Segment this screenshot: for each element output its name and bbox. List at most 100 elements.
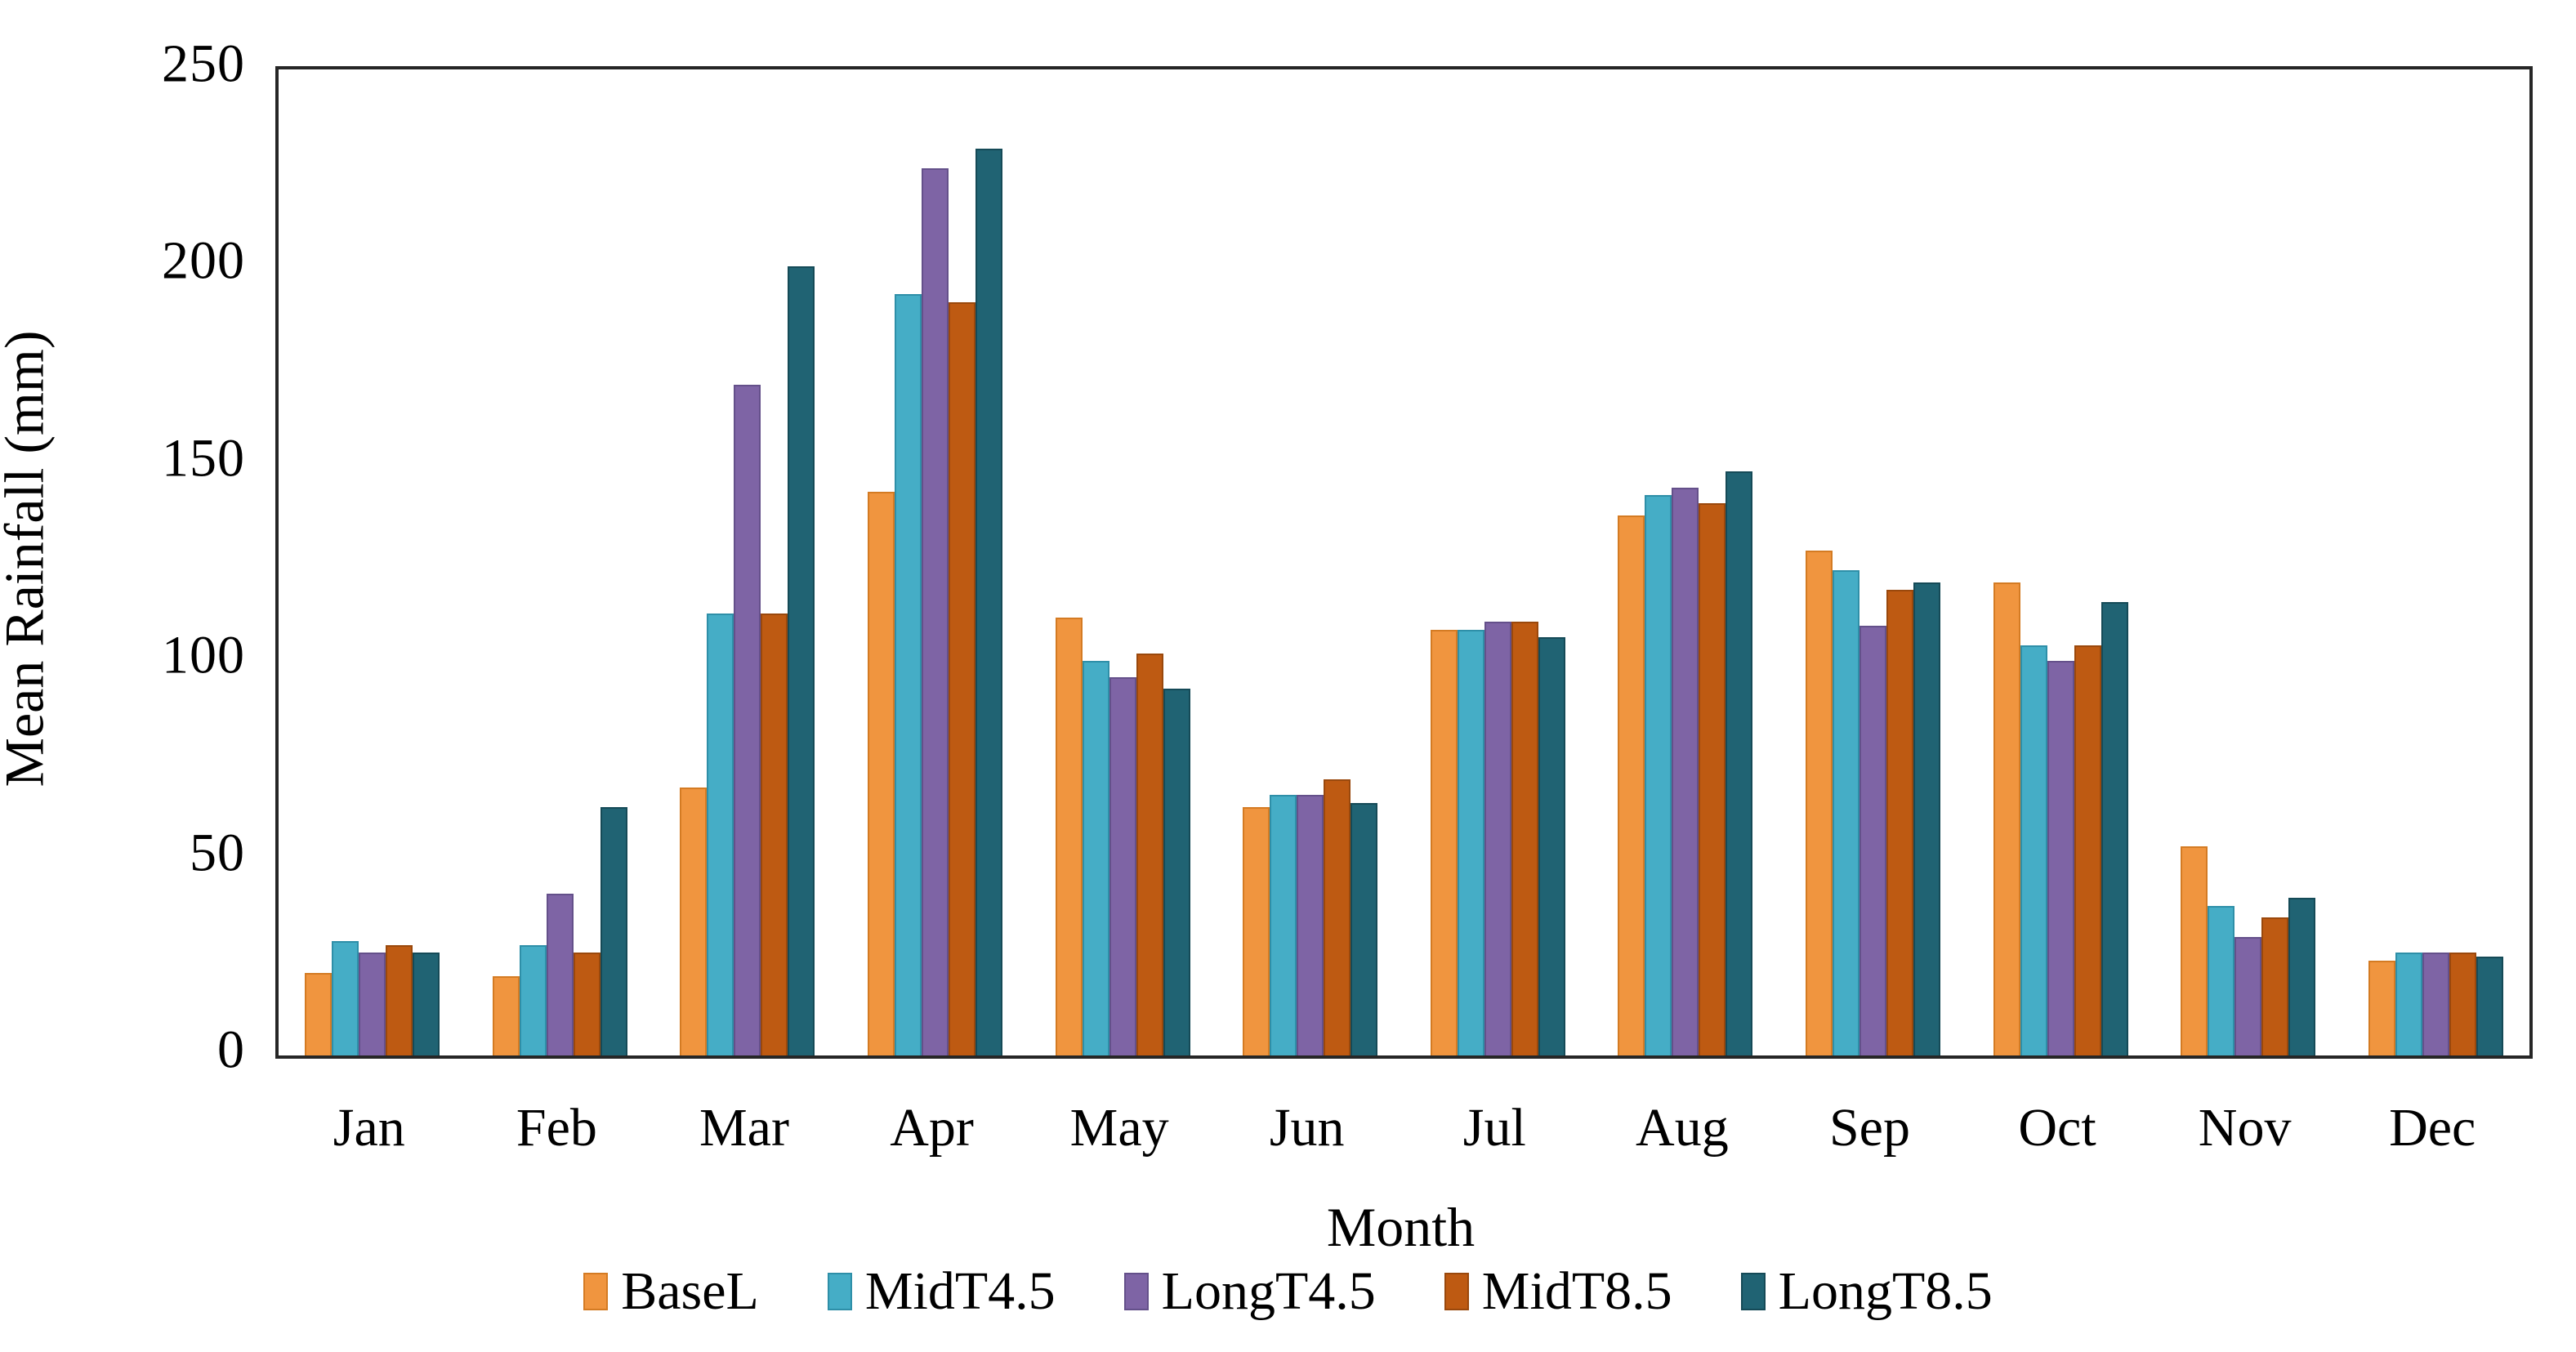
bar-midt4.5-dec	[2395, 953, 2422, 1055]
x-tick-label-jun: Jun	[1269, 1098, 1345, 1158]
bar-midt4.5-mar	[707, 614, 734, 1055]
plot-area	[275, 66, 2533, 1059]
legend-item-longt8.5: LongT8.5	[1740, 1261, 1993, 1321]
bar-midt8.5-jul	[1511, 621, 1538, 1055]
bar-longt8.5-feb	[600, 806, 627, 1055]
bar-basel-aug	[1618, 515, 1645, 1055]
bar-longt4.5-sep	[1859, 625, 1886, 1055]
legend-item-midt8.5: MidT8.5	[1444, 1265, 1672, 1319]
bar-longt8.5-aug	[1726, 471, 1753, 1055]
bar-group-may	[1029, 69, 1217, 1055]
bar-longt4.5-jul	[1484, 621, 1511, 1055]
bar-longt8.5-dec	[2476, 957, 2503, 1055]
y-tick-label: 200	[162, 230, 245, 291]
bar-midt4.5-jan	[332, 941, 359, 1055]
bar-midt4.5-jul	[1457, 629, 1484, 1055]
bar-group-mar	[654, 69, 842, 1055]
bar-basel-mar	[680, 787, 708, 1055]
x-axis-title: Month	[1326, 1196, 1476, 1258]
bar-midt4.5-may	[1082, 661, 1109, 1055]
bar-midt8.5-mar	[761, 614, 788, 1055]
bar-midt8.5-nov	[2261, 917, 2289, 1055]
bar-longt4.5-jun	[1297, 795, 1324, 1055]
bar-midt8.5-jan	[386, 944, 413, 1055]
legend-label: MidT8.5	[1481, 1261, 1672, 1321]
bar-longt4.5-mar	[734, 385, 761, 1055]
bar-midt4.5-apr	[895, 294, 922, 1055]
x-tick-label-dec: Dec	[2389, 1098, 2476, 1158]
bar-basel-may	[1055, 618, 1083, 1055]
bar-midt8.5-apr	[949, 301, 976, 1055]
bar-midt4.5-feb	[519, 944, 547, 1055]
bar-midt8.5-may	[1136, 653, 1163, 1055]
legend-label: LongT4.5	[1161, 1261, 1376, 1321]
x-tick-label-sep: Sep	[1828, 1098, 1910, 1158]
bar-basel-oct	[1993, 582, 2020, 1055]
bar-basel-apr	[868, 491, 895, 1055]
bar-longt8.5-may	[1163, 689, 1190, 1055]
legend-label: BaseL	[621, 1261, 759, 1321]
x-tick-label-aug: Aug	[1636, 1098, 1729, 1158]
bar-midt8.5-jun	[1324, 779, 1351, 1055]
bar-longt8.5-apr	[975, 148, 1003, 1055]
y-axis-title: Mean Rainfall (mm)	[0, 330, 56, 788]
bar-group-apr	[842, 69, 1029, 1055]
bar-longt8.5-jan	[413, 953, 440, 1055]
bar-longt4.5-nov	[2234, 937, 2262, 1055]
legend-label: MidT4.5	[864, 1261, 1056, 1321]
x-tick-label-apr: Apr	[890, 1098, 974, 1158]
legend-item-basel: BaseL	[583, 1265, 759, 1319]
chart-legend: BaseL MidT4.5 LongT4.5 MidT8.5 LongT8.5	[0, 1265, 2576, 1319]
y-tick-label: 250	[162, 33, 245, 94]
bar-midt8.5-sep	[1886, 590, 1913, 1055]
y-tick-label: 50	[190, 822, 245, 882]
x-tick-label-oct: Oct	[2018, 1098, 2096, 1158]
legend-item-midt4.5: MidT4.5	[827, 1261, 1056, 1321]
bar-longt4.5-oct	[2047, 661, 2074, 1055]
bar-group-jan	[279, 69, 467, 1055]
x-tick-label-may: May	[1069, 1098, 1169, 1158]
bar-basel-sep	[1805, 551, 1833, 1055]
bar-basel-dec	[2368, 961, 2395, 1055]
y-tick-label: 150	[162, 428, 245, 489]
y-tick-label: 100	[162, 625, 245, 685]
bar-midt8.5-oct	[2074, 645, 2101, 1055]
legend-marker-longt4.5	[1123, 1273, 1149, 1310]
bar-midt4.5-nov	[2208, 905, 2235, 1055]
bar-group-dec	[2342, 69, 2529, 1055]
bar-midt4.5-oct	[2020, 645, 2047, 1055]
bar-longt4.5-dec	[2422, 953, 2449, 1055]
legend-marker-basel	[583, 1273, 609, 1310]
x-tick-label-mar: Mar	[699, 1098, 789, 1158]
x-tick-label-jan: Jan	[333, 1098, 405, 1158]
bar-longt8.5-jul	[1538, 637, 1565, 1055]
bar-midt4.5-aug	[1645, 495, 1672, 1055]
bar-longt8.5-oct	[2101, 601, 2128, 1055]
bar-midt8.5-aug	[1699, 503, 1726, 1055]
bar-midt8.5-feb	[573, 953, 600, 1055]
bar-basel-jul	[1430, 629, 1458, 1055]
legend-item-longt4.5: LongT4.5	[1123, 1261, 1376, 1321]
legend-marker-midt8.5	[1444, 1273, 1469, 1310]
bar-longt4.5-aug	[1672, 487, 1699, 1055]
bar-longt8.5-nov	[2288, 897, 2316, 1055]
legend-marker-midt4.5	[827, 1273, 852, 1310]
bar-group-nov	[2154, 69, 2342, 1055]
bar-group-feb	[467, 69, 654, 1055]
bar-group-jul	[1404, 69, 1592, 1055]
legend-label: LongT8.5	[1778, 1261, 1993, 1321]
bar-longt4.5-may	[1109, 676, 1136, 1055]
bar-group-aug	[1592, 69, 1779, 1055]
bar-basel-jun	[1243, 806, 1270, 1055]
bar-basel-feb	[492, 976, 520, 1055]
bar-group-sep	[1779, 69, 1967, 1055]
bar-longt4.5-feb	[546, 894, 574, 1055]
bar-longt8.5-mar	[788, 266, 815, 1055]
bar-longt8.5-sep	[1913, 582, 1940, 1055]
bar-basel-jan	[305, 972, 333, 1055]
bar-longt4.5-jan	[359, 953, 386, 1055]
legend-marker-longt8.5	[1740, 1273, 1766, 1310]
bar-midt4.5-sep	[1832, 570, 1859, 1055]
bar-group-jun	[1217, 69, 1404, 1055]
x-tick-label-jul: Jul	[1462, 1098, 1526, 1158]
